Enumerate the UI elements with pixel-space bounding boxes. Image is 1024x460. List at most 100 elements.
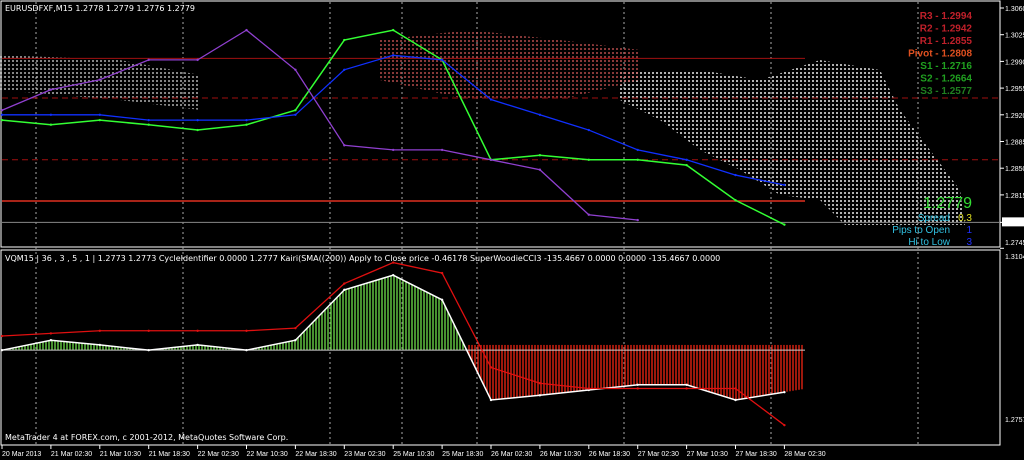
price-data-point bbox=[587, 158, 590, 162]
price-data-point bbox=[587, 213, 590, 216]
indicator-data-point bbox=[392, 273, 395, 277]
price-data-point bbox=[734, 173, 737, 177]
price-data-point bbox=[245, 118, 248, 122]
pivot-lines bbox=[2, 57, 1000, 223]
price-data-point bbox=[392, 54, 395, 57]
price-data-point bbox=[587, 128, 590, 132]
time-tick-label: 25 Mar 18:30 bbox=[442, 451, 483, 458]
price-data-point bbox=[196, 128, 199, 132]
price-data-point bbox=[392, 148, 395, 152]
time-tick-label: 27 Mar 18:30 bbox=[736, 451, 777, 458]
price-data-point bbox=[636, 158, 639, 162]
indicator-data-point bbox=[196, 329, 199, 332]
price-data-point bbox=[98, 113, 102, 117]
indicator-data-point bbox=[98, 343, 102, 347]
indicator-data-point bbox=[734, 387, 737, 390]
indicator-data-point bbox=[636, 383, 639, 386]
price-tick-label: 1.2885 bbox=[1005, 140, 1024, 147]
time-tick-label: 28 Mar 02:30 bbox=[784, 451, 825, 458]
indicator-data-point bbox=[49, 332, 53, 335]
pivot-label-pivot: Pivot - 1.2808 bbox=[908, 49, 972, 60]
price-data-point bbox=[538, 154, 542, 157]
ichimoku-cloud bbox=[620, 60, 965, 225]
ichimoku-cloud-left bbox=[0, 55, 200, 110]
price-data-point bbox=[98, 78, 102, 81]
indicator-series bbox=[0, 261, 805, 427]
price-data-point bbox=[343, 144, 346, 147]
indicator-data-point bbox=[0, 334, 4, 338]
indicator-data-point bbox=[685, 387, 688, 390]
indicator-data-point bbox=[587, 387, 590, 390]
indicator-data-point bbox=[0, 348, 4, 352]
price-data-point bbox=[147, 118, 150, 122]
price-series-line-2 bbox=[1, 29, 638, 221]
price-data-point bbox=[392, 28, 395, 32]
indicator-info: VQM15 | 36 , 3 , 5 , 1 | 1.2773 1.2773 C… bbox=[5, 254, 720, 263]
time-tick-label: 22 Mar 18:30 bbox=[295, 451, 336, 458]
indicator-data-point bbox=[489, 366, 493, 369]
price-data-point bbox=[489, 98, 493, 101]
price-data-point bbox=[783, 183, 786, 187]
indicator-data-point bbox=[147, 348, 150, 352]
info-panel: 1.2779 Spread 0.3 Pips to Open 1 Hi to L… bbox=[892, 195, 972, 248]
pips-to-open-value: 1 bbox=[966, 225, 972, 236]
indicator-data-point bbox=[98, 329, 102, 332]
pivot-label-r2: R2 - 1.2942 bbox=[920, 24, 973, 35]
indicator-data-point bbox=[245, 348, 248, 352]
price-tick-label: 1.2779 bbox=[1005, 220, 1024, 227]
indicator-tick-label: 1.3104 bbox=[1005, 254, 1024, 261]
pivot-label-s1: S1 - 1.2716 bbox=[920, 61, 972, 72]
pivot-label-s3: S3 - 1.2577 bbox=[920, 86, 972, 97]
time-tick-label: 25 Mar 10:30 bbox=[393, 451, 434, 458]
indicator-data-point bbox=[783, 423, 786, 427]
price-data-point bbox=[440, 148, 444, 152]
indicator-data-point bbox=[343, 282, 346, 285]
price-data-point bbox=[147, 58, 150, 62]
price-tick-label: 1.2920 bbox=[1005, 113, 1024, 120]
indicator-data-point bbox=[245, 329, 248, 332]
current-price: 1.2779 bbox=[923, 195, 972, 212]
indicator-data-point bbox=[734, 398, 737, 402]
time-axis: 20 Mar 2013 21 Mar 02:30 21 Mar 10:30 21 Ma… bbox=[1, 445, 826, 458]
symbol-info: EURUSDFXF,M15 1.2778 1.2779 1.2776 1.277… bbox=[5, 4, 195, 13]
time-tick-label: 23 Mar 02:30 bbox=[344, 451, 385, 458]
time-tick-label: 22 Mar 02:30 bbox=[198, 451, 239, 458]
price-data-point bbox=[0, 113, 4, 117]
time-tick-label: 21 Mar 18:30 bbox=[149, 451, 190, 458]
time-tick-label: 21 Mar 10:30 bbox=[100, 451, 141, 458]
indicator-data-point bbox=[636, 387, 639, 390]
indicator-data-point bbox=[538, 394, 542, 397]
indicator-panel-frame bbox=[0, 249, 1001, 446]
indicator-tick-label: 1.2757 bbox=[1005, 417, 1024, 424]
price-data-point bbox=[343, 68, 346, 71]
hi-to-low-label: Hi to Low bbox=[908, 237, 950, 248]
price-data-point bbox=[734, 199, 737, 202]
price-tick-label: 1.2955 bbox=[1005, 86, 1024, 93]
indicator-data-point bbox=[392, 261, 395, 264]
price-data-point bbox=[489, 158, 493, 162]
price-data-point bbox=[783, 223, 786, 226]
time-tick-label: 27 Mar 10:30 bbox=[687, 451, 728, 458]
price-data-point bbox=[49, 113, 53, 117]
indicator-axis: 1.3104 1.2757 bbox=[1005, 254, 1024, 424]
time-tick-label: 21 Mar 02:30 bbox=[51, 451, 92, 458]
price-data-point bbox=[685, 158, 688, 162]
indicator-data-point bbox=[294, 339, 297, 342]
price-data-point bbox=[196, 58, 199, 62]
price-data-point bbox=[0, 109, 4, 112]
indicator-data-point bbox=[147, 329, 150, 332]
indicator-data-point bbox=[440, 298, 444, 302]
price-data-point bbox=[147, 123, 150, 126]
price-data-point bbox=[294, 68, 297, 71]
ichimoku-cloud-red bbox=[380, 30, 640, 100]
price-tick-label: 1.2850 bbox=[1005, 166, 1024, 173]
indicator-data-point bbox=[685, 383, 688, 386]
pips-to-open-label: Pips to Open bbox=[892, 225, 950, 236]
indicator-series-line-1 bbox=[1, 261, 785, 426]
price-data-point bbox=[245, 28, 248, 32]
pivot-label-s2: S2 - 1.2664 bbox=[920, 74, 972, 85]
indicator-data-point bbox=[783, 390, 786, 394]
current-price-marker bbox=[1002, 217, 1024, 227]
